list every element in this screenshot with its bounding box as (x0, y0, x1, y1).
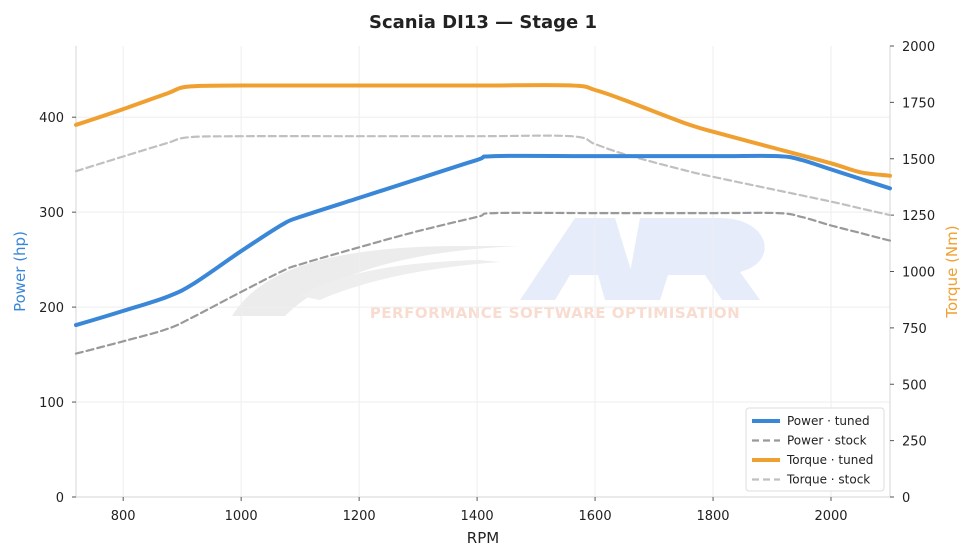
series-lines (74, 83, 892, 355)
x-tick-label: 1000 (225, 509, 258, 524)
x-axis-ticks: 800 1000 1200 1400 1600 1800 2000 (111, 497, 848, 524)
legend-label: Torque · stock (786, 473, 870, 487)
right-tick-label: 0 (902, 491, 910, 506)
watermark: PERFORMANCE SOFTWARE OPTIMISATION (232, 218, 765, 322)
left-axis-label: Power (hp) (11, 231, 29, 312)
x-tick-label: 1800 (696, 509, 729, 524)
x-tick-label: 1400 (461, 509, 494, 524)
right-tick-label: 250 (902, 435, 927, 450)
right-tick-label: 750 (902, 322, 927, 337)
series-line-power-stock (74, 211, 892, 355)
right-tick-label: 2000 (902, 40, 935, 55)
legend: Power · tuned Power · stock Torque · tuned… (745, 407, 885, 492)
left-tick-label: 400 (39, 111, 64, 126)
x-tick-label: 800 (111, 509, 136, 524)
right-tick-label: 1750 (902, 96, 935, 111)
x-tick-label: 1600 (579, 509, 612, 524)
left-tick-label: 100 (39, 396, 64, 411)
legend-label: Power · stock (787, 434, 867, 448)
right-tick-label: 1500 (902, 153, 935, 168)
right-tick-label: 1000 (902, 266, 935, 281)
left-tick-label: 300 (39, 206, 64, 221)
x-tick-label: 2000 (814, 509, 847, 524)
series-line-power-tuned (74, 153, 892, 328)
chart-title: Scania DI13 — Stage 1 (369, 12, 597, 33)
left-tick-label: 0 (56, 491, 64, 506)
legend-label: Torque · tuned (786, 453, 873, 467)
right-tick-label: 500 (902, 378, 927, 393)
legend-box (745, 407, 885, 492)
series-line-torque-tuned (74, 83, 892, 178)
series-line-torque-stock (74, 134, 892, 217)
right-axis-ticks: 0 250 500 750 1000 1250 1500 1750 2000 (890, 40, 935, 506)
ar-logo-icon (232, 218, 765, 316)
right-axis-label: Torque (Nm) (943, 225, 961, 318)
x-axis-label: RPM (467, 529, 499, 547)
legend-label: Power · tuned (787, 414, 870, 428)
left-tick-label: 200 (39, 301, 64, 316)
left-axis-ticks: 0 100 200 300 400 (39, 111, 76, 506)
right-tick-label: 1250 (902, 209, 935, 224)
watermark-tagline: PERFORMANCE SOFTWARE OPTIMISATION (370, 304, 740, 322)
x-tick-label: 1200 (343, 509, 376, 524)
